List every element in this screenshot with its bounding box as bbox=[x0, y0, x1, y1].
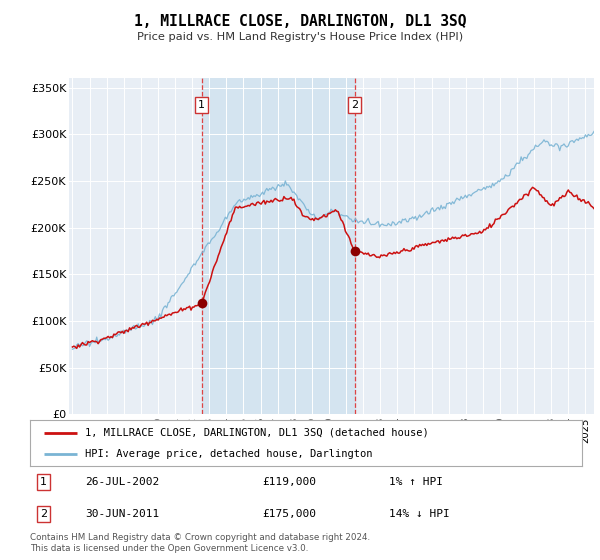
Text: HPI: Average price, detached house, Darlington: HPI: Average price, detached house, Darl… bbox=[85, 450, 373, 459]
Text: 1% ↑ HPI: 1% ↑ HPI bbox=[389, 477, 443, 487]
Text: 1, MILLRACE CLOSE, DARLINGTON, DL1 3SQ: 1, MILLRACE CLOSE, DARLINGTON, DL1 3SQ bbox=[134, 14, 466, 29]
Text: 14% ↓ HPI: 14% ↓ HPI bbox=[389, 509, 449, 519]
Bar bbox=[202, 78, 355, 414]
Text: Price paid vs. HM Land Registry's House Price Index (HPI): Price paid vs. HM Land Registry's House … bbox=[137, 32, 463, 43]
Text: 30-JUN-2011: 30-JUN-2011 bbox=[85, 509, 160, 519]
Text: 1: 1 bbox=[198, 100, 205, 110]
Text: 1, MILLRACE CLOSE, DARLINGTON, DL1 3SQ (detached house): 1, MILLRACE CLOSE, DARLINGTON, DL1 3SQ (… bbox=[85, 428, 429, 438]
Text: 26-JUL-2002: 26-JUL-2002 bbox=[85, 477, 160, 487]
Text: Contains HM Land Registry data © Crown copyright and database right 2024.
This d: Contains HM Land Registry data © Crown c… bbox=[30, 533, 370, 553]
Text: 2: 2 bbox=[40, 509, 47, 519]
Text: £175,000: £175,000 bbox=[262, 509, 316, 519]
Text: £119,000: £119,000 bbox=[262, 477, 316, 487]
Text: 2: 2 bbox=[351, 100, 358, 110]
Text: 1: 1 bbox=[40, 477, 47, 487]
